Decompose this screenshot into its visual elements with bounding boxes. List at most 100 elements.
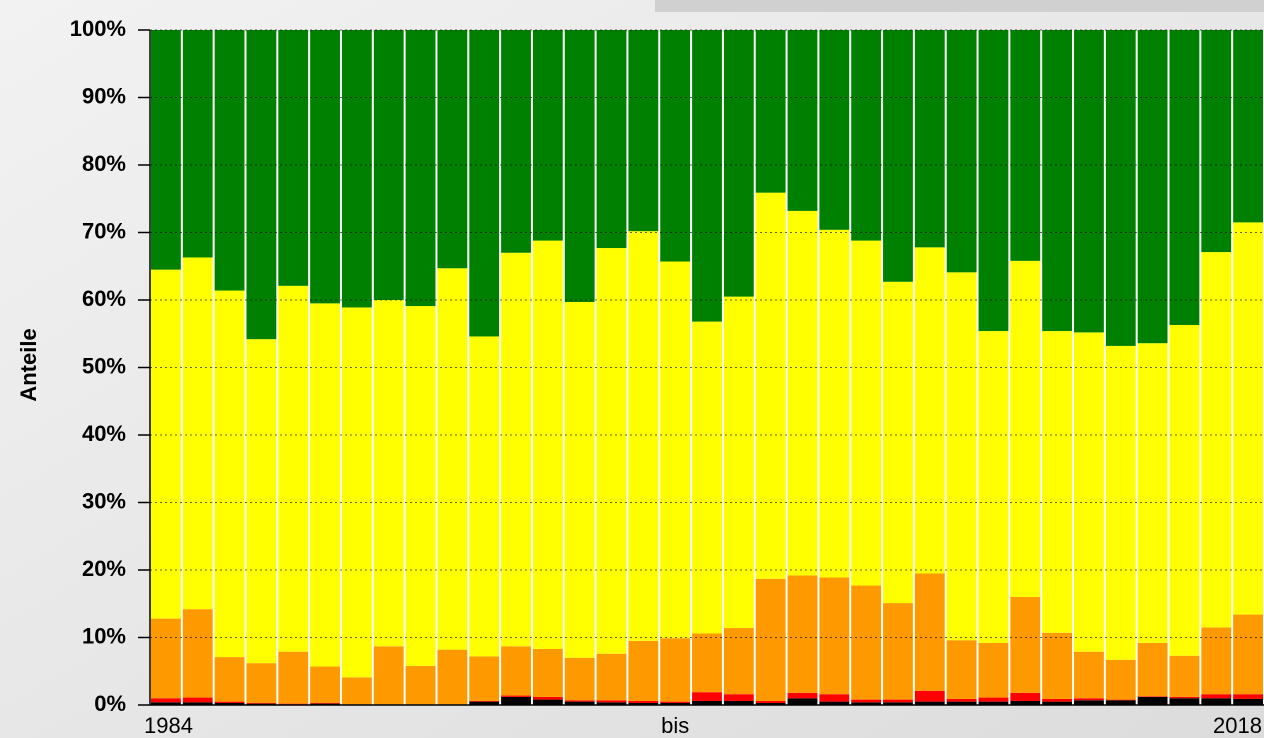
bar-segment: [1042, 698, 1073, 702]
bar-segment: [1233, 614, 1263, 695]
bar-segment: [755, 30, 786, 193]
bar-segment: [182, 702, 213, 705]
bar-segment: [692, 321, 722, 634]
y-tick-label: 70%: [82, 218, 126, 243]
bar-segment: [437, 30, 468, 269]
bar-segment: [1201, 694, 1232, 699]
y-tick-label: 30%: [82, 488, 126, 513]
bar-segment: [501, 695, 531, 697]
bar-segment: [1074, 30, 1104, 333]
bar-segment: [946, 640, 977, 699]
bar-segment: [660, 702, 691, 705]
bar-segment: [182, 257, 213, 610]
bar-segment: [341, 677, 372, 705]
bar-segment: [946, 701, 977, 705]
bar-segment: [1105, 699, 1136, 701]
bar-segment: [596, 248, 627, 654]
bar-segment: [851, 240, 882, 586]
bar-segment: [596, 702, 627, 705]
bar-segment: [851, 699, 882, 703]
bar-segment: [246, 702, 277, 704]
bar-segment: [819, 577, 850, 695]
bar-segment: [914, 247, 945, 574]
bar-segment: [564, 30, 595, 303]
bar-segment: [1074, 332, 1104, 652]
bar-segment: [341, 30, 372, 308]
bar-segment: [851, 30, 882, 241]
bar-segment: [755, 578, 786, 701]
bar-segment: [564, 700, 595, 702]
y-tick-label: 90%: [82, 83, 126, 108]
bar-segment: [660, 701, 691, 703]
bar-segment: [532, 30, 563, 241]
bar-segment: [405, 665, 436, 705]
bar-segment: [246, 663, 277, 703]
bar-segment: [628, 702, 659, 705]
bar-segment: [1010, 260, 1041, 597]
bar-segment: [182, 30, 213, 258]
bar-segment: [787, 698, 818, 705]
bar-segment: [596, 700, 627, 703]
bar-segment: [914, 30, 945, 248]
bar-segment: [1137, 696, 1168, 705]
bar-segment: [692, 700, 722, 705]
bar-segment: [469, 700, 500, 702]
bar-segment: [532, 696, 563, 700]
bar-segment: [1074, 698, 1104, 701]
bar-segment: [978, 331, 1009, 643]
bar-segment: [883, 30, 913, 282]
bar-segment: [151, 269, 181, 619]
bar-segment: [1042, 632, 1073, 699]
bar-segment: [182, 697, 213, 703]
bar-segment: [1137, 343, 1168, 643]
bar-segment: [310, 666, 340, 703]
bar-segment: [278, 30, 309, 286]
bar-segment: [723, 30, 754, 297]
bar-segment: [501, 696, 531, 705]
bar-segment: [1137, 642, 1168, 697]
bar-segment: [1042, 30, 1073, 332]
bar-segment: [883, 702, 913, 705]
bar-segment: [692, 30, 722, 322]
bar-segment: [851, 585, 882, 700]
header-shadow: [655, 0, 1264, 12]
bar-segment: [660, 30, 691, 262]
bar-segment: [883, 603, 913, 700]
bar-segment: [1010, 700, 1041, 705]
bar-segment: [692, 692, 722, 701]
bar-segment: [373, 646, 404, 705]
bar-segment: [819, 30, 850, 230]
bar-segment: [182, 609, 213, 698]
bar-segment: [564, 701, 595, 705]
bar-segment: [437, 649, 468, 705]
bar-segment: [628, 640, 659, 701]
bar-segment: [214, 702, 245, 705]
bar-segment: [914, 701, 945, 705]
x-tick-label: bis: [661, 713, 689, 738]
bar-segment: [341, 307, 372, 678]
bar-segment: [214, 30, 245, 291]
bar-segment: [946, 272, 977, 641]
bar-segment: [755, 702, 786, 705]
bar-segment: [310, 303, 340, 667]
bar-segment: [660, 638, 691, 702]
x-tick-label: 2018: [1213, 713, 1262, 738]
bar-segment: [469, 701, 500, 705]
bar-segment: [1010, 692, 1041, 701]
bar-segment: [978, 701, 1009, 705]
bar-segment: [723, 700, 754, 705]
bar-segment: [501, 646, 531, 696]
y-tick-label: 80%: [82, 151, 126, 176]
x-tick-label: 1984: [144, 713, 193, 738]
bar-segment: [978, 30, 1009, 332]
bar-segment: [469, 30, 500, 337]
bar-segment: [978, 642, 1009, 698]
bar-segment: [532, 648, 563, 697]
y-tick-label: 40%: [82, 421, 126, 446]
bar-segment: [819, 701, 850, 705]
bar-segment: [310, 30, 340, 304]
bar-segment: [1137, 696, 1168, 697]
bar-segment: [1201, 252, 1232, 628]
bar-segment: [1042, 701, 1073, 705]
